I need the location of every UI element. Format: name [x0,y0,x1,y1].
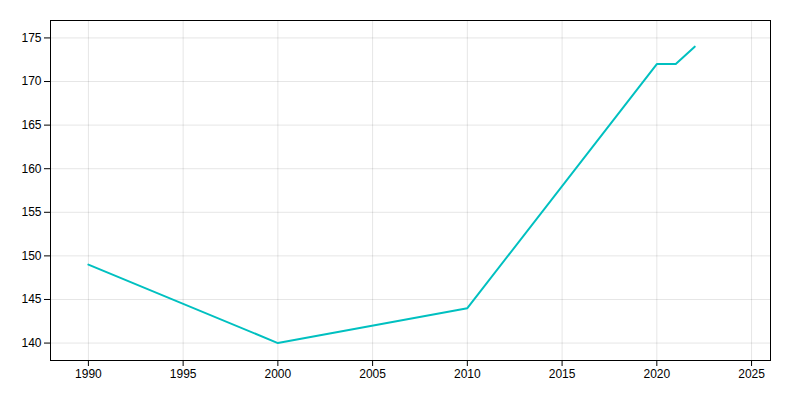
svg-text:2020: 2020 [643,367,670,381]
svg-text:140: 140 [21,336,41,350]
svg-text:2015: 2015 [549,367,576,381]
svg-text:170: 170 [21,74,41,88]
svg-text:160: 160 [21,162,41,176]
svg-text:2010: 2010 [454,367,481,381]
svg-text:165: 165 [21,118,41,132]
svg-text:175: 175 [21,31,41,45]
svg-text:1995: 1995 [170,367,197,381]
svg-text:2005: 2005 [359,367,386,381]
svg-text:2025: 2025 [738,367,765,381]
svg-text:155: 155 [21,205,41,219]
svg-text:150: 150 [21,249,41,263]
svg-text:2000: 2000 [265,367,292,381]
svg-text:1990: 1990 [75,367,102,381]
svg-text:145: 145 [21,292,41,306]
